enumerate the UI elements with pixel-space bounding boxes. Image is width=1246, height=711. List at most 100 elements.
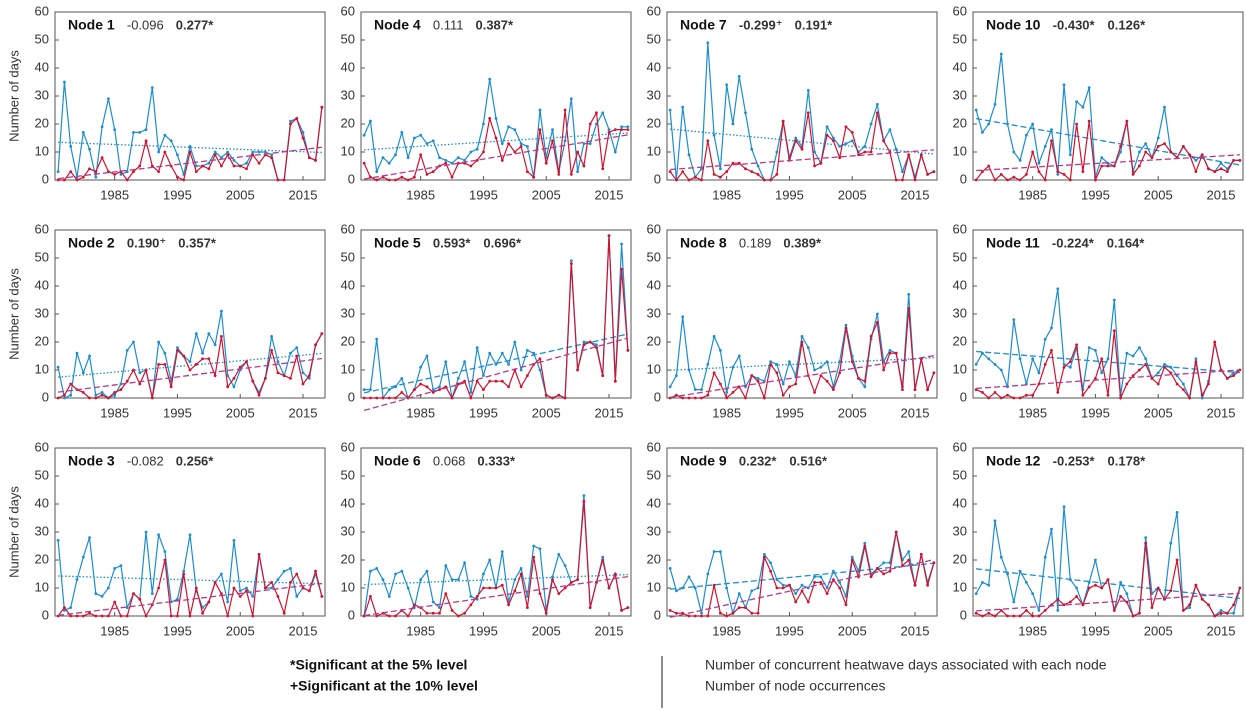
point bbox=[613, 572, 617, 576]
point bbox=[1150, 156, 1154, 160]
point bbox=[532, 555, 536, 559]
point bbox=[781, 119, 785, 123]
point bbox=[687, 575, 691, 579]
point bbox=[588, 142, 592, 146]
point bbox=[1037, 161, 1041, 165]
trend-line bbox=[670, 128, 934, 155]
y-tick-label: 0 bbox=[960, 171, 967, 186]
trend-line bbox=[976, 592, 1240, 612]
point bbox=[1006, 572, 1009, 576]
point bbox=[819, 374, 823, 377]
point bbox=[875, 321, 879, 324]
y-tick-label: 20 bbox=[647, 115, 661, 130]
point bbox=[69, 170, 73, 174]
point bbox=[1144, 357, 1148, 361]
point bbox=[569, 173, 573, 176]
point bbox=[668, 609, 672, 612]
series-line bbox=[975, 330, 1241, 401]
point bbox=[737, 75, 741, 78]
point bbox=[1062, 83, 1066, 87]
point bbox=[781, 393, 785, 397]
point bbox=[394, 572, 397, 576]
point bbox=[289, 567, 292, 570]
point bbox=[1062, 363, 1066, 366]
point bbox=[362, 133, 366, 137]
point bbox=[756, 164, 760, 168]
point bbox=[394, 396, 397, 400]
series-line bbox=[363, 501, 629, 617]
point bbox=[1156, 586, 1160, 590]
point bbox=[507, 385, 510, 389]
point bbox=[282, 374, 286, 377]
x-tick-label: 2015 bbox=[595, 187, 624, 202]
y-tick-label: 20 bbox=[953, 115, 967, 130]
point bbox=[500, 351, 504, 355]
point bbox=[63, 606, 66, 609]
point bbox=[270, 156, 274, 160]
point bbox=[475, 595, 479, 598]
point bbox=[226, 153, 230, 157]
point bbox=[1050, 527, 1053, 531]
point bbox=[369, 388, 372, 391]
point bbox=[756, 377, 760, 380]
series-line bbox=[57, 554, 323, 618]
point bbox=[1031, 393, 1035, 397]
point bbox=[94, 396, 98, 400]
point bbox=[1037, 609, 1041, 612]
point bbox=[463, 611, 467, 615]
point bbox=[63, 609, 66, 612]
x-tick-label: 1995 bbox=[469, 187, 498, 202]
y-tick-label: 50 bbox=[341, 467, 355, 482]
point bbox=[369, 396, 372, 400]
point bbox=[813, 164, 816, 168]
point bbox=[932, 371, 936, 375]
point bbox=[756, 379, 760, 383]
point bbox=[601, 167, 605, 171]
point bbox=[607, 234, 611, 238]
x-tick-label: 2005 bbox=[1144, 187, 1173, 202]
trend-label: 0.232* bbox=[739, 453, 778, 468]
point bbox=[201, 164, 204, 168]
point bbox=[507, 142, 510, 146]
point bbox=[1175, 511, 1179, 514]
point bbox=[712, 173, 716, 176]
y-tick-label: 10 bbox=[953, 579, 967, 594]
point bbox=[1031, 150, 1035, 154]
point bbox=[1119, 145, 1122, 148]
point bbox=[825, 133, 829, 137]
point bbox=[406, 586, 410, 590]
x-tick-label: 2015 bbox=[289, 405, 318, 420]
y-tick-label: 0 bbox=[348, 389, 355, 404]
plot-frame bbox=[360, 229, 632, 399]
point bbox=[425, 173, 429, 176]
plot-frame bbox=[360, 447, 632, 617]
x-tick-label: 2005 bbox=[226, 187, 255, 202]
point bbox=[88, 354, 91, 358]
point bbox=[106, 97, 110, 101]
y-tick-label: 30 bbox=[35, 87, 49, 102]
point bbox=[1037, 614, 1041, 618]
trend-line bbox=[976, 568, 1240, 600]
point bbox=[207, 332, 211, 335]
point bbox=[1125, 600, 1129, 604]
point bbox=[431, 611, 435, 615]
point bbox=[1169, 541, 1173, 545]
point bbox=[981, 581, 984, 584]
point bbox=[375, 567, 379, 570]
point bbox=[1137, 346, 1141, 349]
point bbox=[557, 173, 561, 176]
y-tick-label: 40 bbox=[341, 59, 355, 74]
point bbox=[1094, 377, 1097, 380]
point bbox=[488, 586, 492, 590]
point bbox=[163, 133, 167, 137]
y-tick-label: 30 bbox=[647, 87, 661, 102]
point bbox=[257, 553, 261, 556]
point bbox=[769, 561, 773, 565]
point bbox=[737, 385, 741, 389]
point bbox=[1087, 86, 1091, 89]
point bbox=[56, 170, 60, 174]
point bbox=[381, 156, 385, 160]
point bbox=[1181, 145, 1185, 148]
point bbox=[1106, 164, 1110, 168]
